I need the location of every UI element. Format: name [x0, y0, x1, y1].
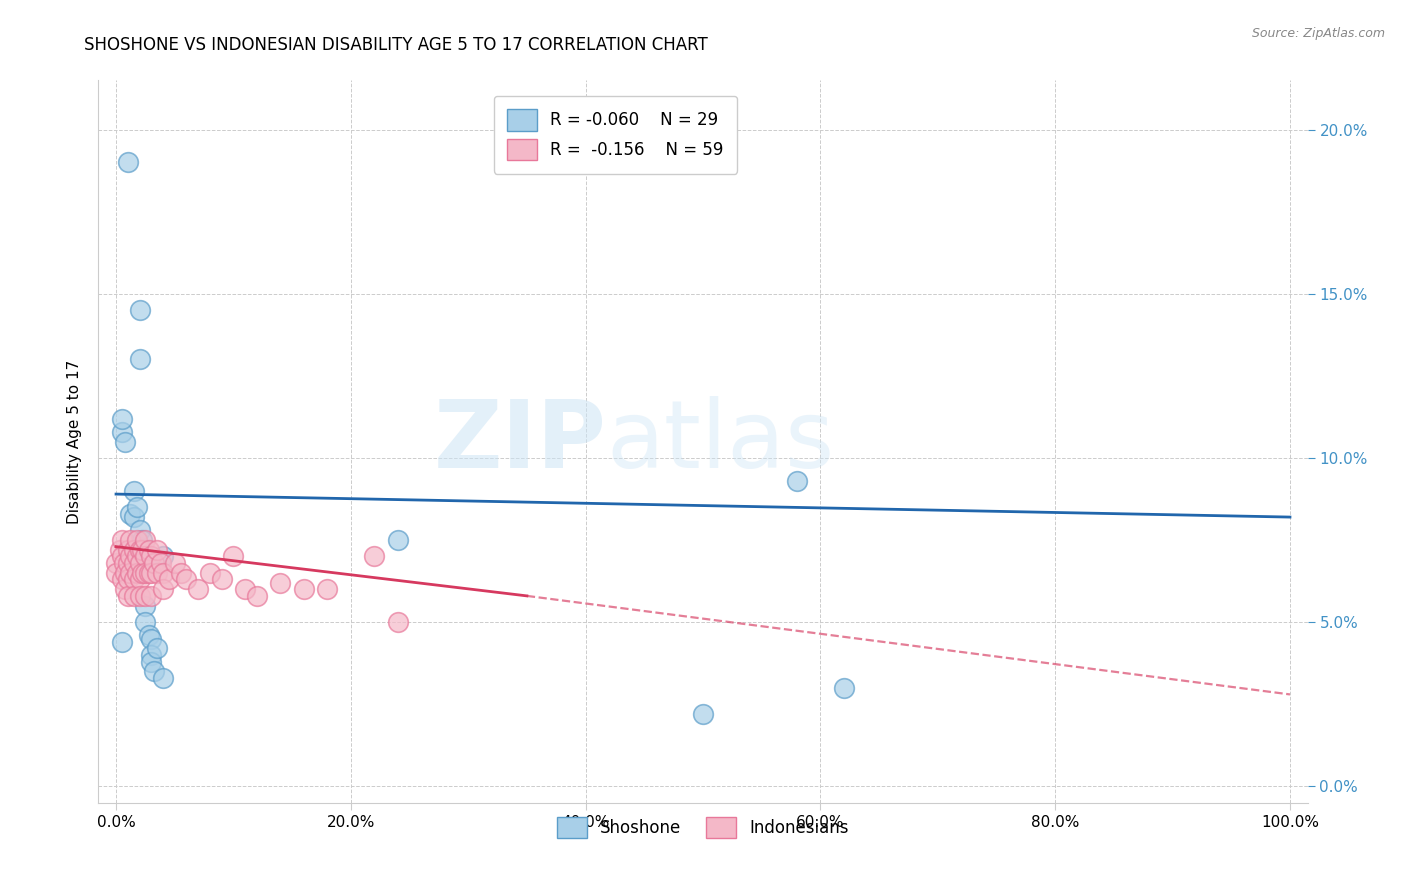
Point	[141, 549, 163, 564]
Text: atlas: atlas	[606, 395, 835, 488]
Point	[128, 352, 150, 367]
Point	[127, 500, 149, 515]
Point	[117, 155, 139, 169]
Point	[122, 573, 145, 587]
Point	[134, 599, 156, 613]
Point	[138, 566, 160, 580]
Point	[108, 542, 131, 557]
Point	[128, 556, 150, 570]
Point	[141, 648, 163, 662]
Point	[363, 549, 385, 564]
Point	[152, 671, 174, 685]
Point	[146, 542, 169, 557]
Point	[131, 566, 153, 580]
Point	[387, 533, 409, 547]
Point	[152, 582, 174, 597]
Point	[152, 549, 174, 564]
Point	[120, 566, 142, 580]
Point	[128, 542, 150, 557]
Point	[138, 628, 160, 642]
Point	[122, 483, 145, 498]
Point	[169, 566, 191, 580]
Point	[134, 549, 156, 564]
Point	[131, 533, 153, 547]
Point	[233, 582, 256, 597]
Point	[134, 566, 156, 580]
Point	[141, 655, 163, 669]
Point	[122, 510, 145, 524]
Point	[120, 533, 142, 547]
Y-axis label: Disability Age 5 to 17: Disability Age 5 to 17	[67, 359, 83, 524]
Point	[387, 615, 409, 630]
Point	[111, 549, 134, 564]
Point	[134, 589, 156, 603]
Point	[128, 303, 150, 318]
Point	[141, 632, 163, 646]
Point	[786, 474, 808, 488]
Point	[122, 589, 145, 603]
Text: ZIP: ZIP	[433, 395, 606, 488]
Point	[122, 556, 145, 570]
Point	[128, 523, 150, 537]
Point	[112, 556, 135, 570]
Point	[120, 507, 142, 521]
Point	[157, 573, 180, 587]
Point	[128, 573, 150, 587]
Point	[127, 549, 149, 564]
Point	[149, 556, 172, 570]
Point	[105, 556, 128, 570]
Point	[111, 425, 134, 439]
Legend: Shoshone, Indonesians: Shoshone, Indonesians	[550, 810, 856, 845]
Point	[111, 533, 134, 547]
Point	[269, 575, 291, 590]
Point	[146, 641, 169, 656]
Point	[316, 582, 339, 597]
Point	[117, 556, 139, 570]
Point	[176, 573, 198, 587]
Point	[131, 542, 153, 557]
Point	[134, 549, 156, 564]
Point	[120, 549, 142, 564]
Point	[134, 533, 156, 547]
Point	[832, 681, 855, 695]
Point	[163, 556, 186, 570]
Point	[111, 573, 134, 587]
Point	[138, 542, 160, 557]
Point	[117, 589, 139, 603]
Point	[117, 573, 139, 587]
Point	[142, 665, 165, 679]
Point	[222, 549, 245, 564]
Point	[292, 582, 315, 597]
Point	[127, 566, 149, 580]
Point	[122, 542, 145, 557]
Point	[141, 566, 163, 580]
Point	[211, 573, 233, 587]
Point	[128, 589, 150, 603]
Point	[246, 589, 269, 603]
Point	[114, 434, 136, 449]
Text: Source: ZipAtlas.com: Source: ZipAtlas.com	[1251, 27, 1385, 40]
Point	[117, 542, 139, 557]
Point	[128, 540, 150, 554]
Point	[111, 635, 134, 649]
Point	[142, 556, 165, 570]
Text: SHOSHONE VS INDONESIAN DISABILITY AGE 5 TO 17 CORRELATION CHART: SHOSHONE VS INDONESIAN DISABILITY AGE 5 …	[84, 36, 709, 54]
Point	[141, 589, 163, 603]
Point	[134, 615, 156, 630]
Point	[146, 566, 169, 580]
Point	[127, 533, 149, 547]
Point	[111, 411, 134, 425]
Point	[114, 582, 136, 597]
Point	[114, 566, 136, 580]
Point	[105, 566, 128, 580]
Point	[187, 582, 209, 597]
Point	[198, 566, 221, 580]
Point	[152, 566, 174, 580]
Point	[692, 707, 714, 722]
